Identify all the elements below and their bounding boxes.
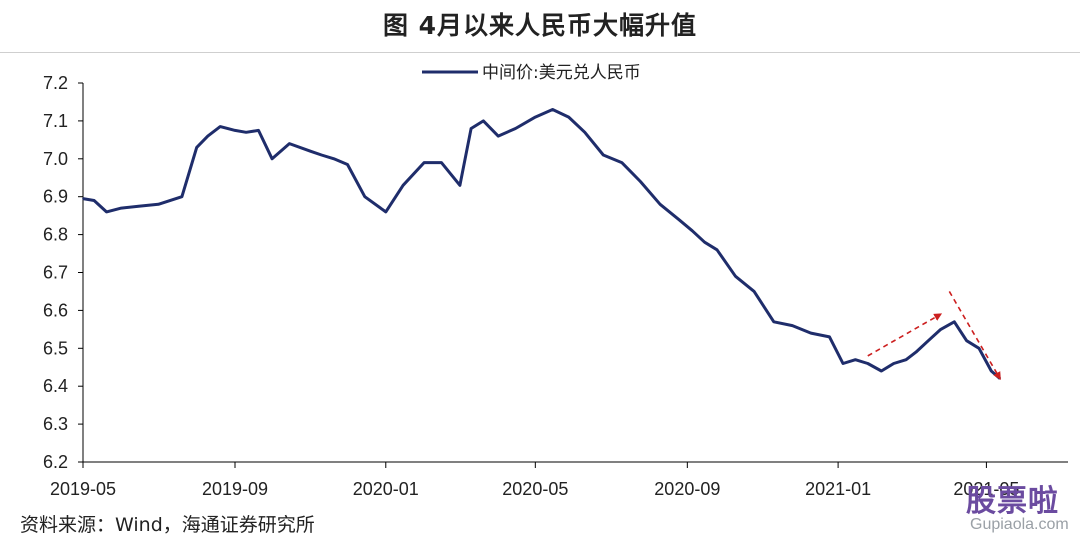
data-point	[965, 339, 968, 342]
data-point	[703, 241, 706, 243]
data-point	[602, 154, 605, 156]
chart-title: 图 4月以来人民币大幅升值	[382, 11, 698, 40]
data-point	[810, 332, 812, 334]
data-point	[880, 370, 883, 372]
data-point	[828, 336, 831, 338]
data-point	[459, 184, 461, 187]
data-point	[482, 120, 485, 122]
legend-label: 中间价:美元兑人民币	[482, 63, 641, 83]
data-point	[137, 205, 140, 207]
data-point	[120, 207, 123, 209]
watermark-logo: 股票啦 Gupiaola.com	[962, 476, 1074, 540]
data-point	[915, 351, 917, 353]
line-chart: 6.2 6.3 6.4 6.5 6.6 6.7 6.8 6.9 7.0 7.1 7.2 2019-05…	[43, 63, 1068, 499]
data-point	[953, 320, 956, 323]
data-point	[309, 150, 312, 153]
data-point	[621, 161, 623, 164]
data-point	[82, 197, 84, 200]
data-point	[207, 135, 209, 137]
data-point	[384, 211, 387, 213]
data-point	[157, 203, 160, 206]
data-point	[734, 275, 737, 278]
data-point	[905, 358, 907, 361]
data-point	[181, 195, 183, 198]
data-point	[219, 125, 221, 128]
watermark-brand: 股票啦	[966, 484, 1059, 519]
data-point	[470, 127, 472, 130]
x-tick-label: 2020-09	[654, 479, 720, 499]
x-tick-label: 2019-05	[50, 479, 116, 499]
data-point	[978, 347, 980, 350]
y-tick-label: 7.1	[43, 111, 68, 131]
x-tick-label: 2020-05	[502, 479, 568, 499]
data-point	[854, 358, 857, 361]
data-point	[271, 158, 273, 160]
data-point	[753, 290, 755, 293]
data-point	[514, 127, 517, 130]
data-point	[423, 161, 425, 164]
title-bar: 图 4月以来人民币大幅升值	[0, 0, 1080, 53]
y-tick-label: 7.0	[43, 149, 68, 169]
data-point	[866, 362, 869, 365]
data-point	[333, 158, 335, 160]
data-point	[105, 211, 108, 213]
data-point	[402, 184, 404, 187]
data-point	[677, 218, 680, 221]
x-tick-label: 2019-09	[202, 479, 268, 499]
annotation-arrow	[948, 291, 1001, 381]
x-tick-label: 2020-01	[353, 479, 419, 499]
y-tick-label: 6.8	[43, 225, 68, 245]
data-point	[288, 142, 291, 145]
data-point	[257, 129, 260, 132]
y-tick-label: 6.4	[43, 376, 68, 396]
source-note: 资料来源：Wind，海通证券研究所	[20, 514, 315, 536]
annotation-arrow	[867, 313, 943, 357]
data-point	[567, 116, 570, 118]
data-point	[927, 339, 930, 342]
data-point	[791, 324, 794, 327]
data-point	[93, 199, 95, 202]
data-point	[892, 362, 895, 365]
data-point	[639, 180, 642, 183]
data-point	[583, 131, 586, 134]
data-point	[363, 195, 366, 198]
data-point	[346, 163, 349, 166]
data-point	[195, 146, 198, 149]
data-point	[659, 203, 661, 206]
data-point	[990, 370, 993, 372]
y-tick-label: 6.6	[43, 300, 68, 320]
y-tick-label: 6.9	[43, 187, 68, 207]
x-tick-label: 2021-05	[953, 479, 1019, 499]
y-tick-label: 6.7	[43, 263, 68, 283]
series-line	[82, 108, 1001, 380]
data-point	[551, 108, 554, 111]
watermark-domain: Gupiaola.com	[970, 516, 1069, 533]
data-point	[234, 129, 236, 132]
y-tick-label: 7.2	[43, 73, 68, 93]
data-point	[691, 230, 694, 232]
data-point	[440, 161, 443, 164]
data-point	[939, 328, 942, 331]
data-point	[773, 320, 775, 323]
data-point	[534, 116, 537, 118]
y-tick-label: 6.2	[43, 452, 68, 472]
data-point	[716, 248, 718, 251]
data-point	[842, 362, 844, 365]
data-point	[245, 131, 247, 134]
y-tick-label: 6.3	[43, 414, 68, 434]
data-point	[497, 135, 500, 137]
y-tick-label: 6.5	[43, 338, 68, 358]
x-tick-label: 2021-01	[805, 479, 871, 499]
data-point	[320, 154, 323, 156]
